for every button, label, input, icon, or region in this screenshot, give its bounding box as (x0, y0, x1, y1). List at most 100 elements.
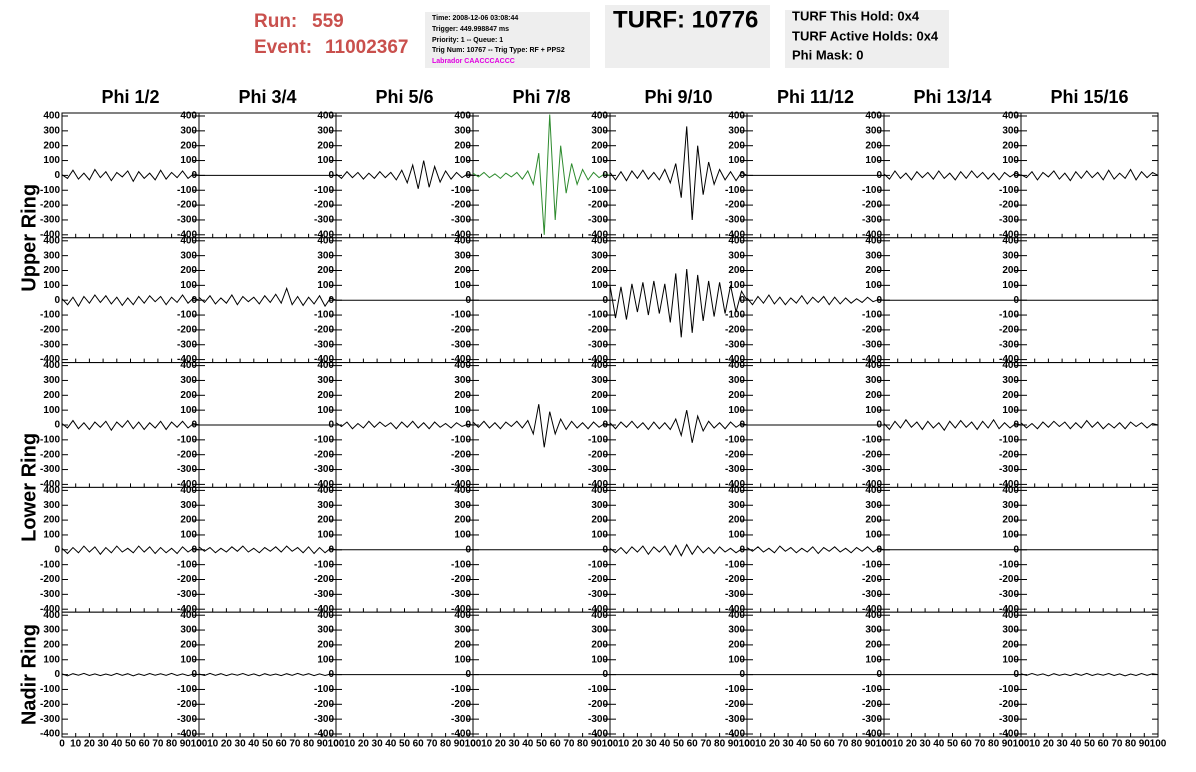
y-tick-label: -100 (451, 434, 471, 445)
x-tick-label: 80 (440, 739, 452, 750)
panel-frame (609, 112, 748, 239)
x-tick-label: 20 (221, 739, 233, 750)
y-tick-label: 400 (454, 235, 471, 246)
y-tick-label: 400 (591, 235, 608, 246)
panel (609, 486, 748, 613)
y-tick-label: 400 (180, 485, 197, 496)
x-tick-label: 30 (783, 739, 795, 750)
y-tick-label: 300 (454, 375, 471, 386)
y-tick-label: -100 (314, 434, 334, 445)
x-tick-label: 10 (481, 739, 493, 750)
run-label: Run: (254, 11, 297, 32)
row-title: Lower Ring (18, 433, 40, 542)
y-tick-label: -400 (725, 729, 745, 740)
y-tick-label: 200 (1002, 140, 1019, 151)
y-tick-label: -400 (451, 729, 471, 740)
column-title: Phi 13/14 (913, 87, 991, 107)
y-tick-label: 200 (728, 640, 745, 651)
y-tick-label: -100 (40, 310, 60, 321)
y-tick-label: 100 (728, 654, 745, 665)
y-tick-label: 300 (454, 250, 471, 261)
x-tick-label: 50 (1084, 739, 1096, 750)
y-tick-label: -400 (588, 354, 608, 365)
x-tick-label: 40 (1070, 739, 1082, 750)
column-title: Phi 9/10 (644, 87, 712, 107)
y-tick-label: 100 (43, 405, 60, 416)
waveform (609, 268, 748, 338)
y-tick-label: -200 (40, 699, 60, 710)
y-tick-label: -400 (725, 479, 745, 490)
panel (472, 237, 611, 364)
y-tick-label: -100 (588, 684, 608, 695)
y-tick-label: -100 (177, 310, 197, 321)
x-tick-label: 90 (1139, 739, 1151, 750)
y-tick-label: 0 (1013, 669, 1019, 680)
y-tick-label: 300 (728, 250, 745, 261)
y-tick-label: -400 (40, 604, 60, 615)
y-tick-label: -400 (177, 229, 197, 240)
y-tick-label: -400 (177, 354, 197, 365)
y-tick-label: 100 (454, 155, 471, 166)
y-tick-label: 100 (43, 155, 60, 166)
waveform (61, 419, 200, 432)
x-tick-label: 10 (1029, 739, 1041, 750)
y-tick-label: 0 (191, 170, 197, 181)
y-tick-label: -200 (999, 699, 1019, 710)
y-tick-label: 0 (602, 669, 608, 680)
y-tick-label: 0 (465, 170, 471, 181)
y-tick-label: -200 (451, 574, 471, 585)
y-tick-label: -100 (177, 185, 197, 196)
y-tick-label: -400 (862, 229, 882, 240)
x-tick-label: 40 (796, 739, 808, 750)
y-tick-label: -400 (40, 229, 60, 240)
y-tick-label: -300 (314, 714, 334, 725)
x-tick-label: 70 (700, 739, 712, 750)
y-tick-label: 200 (728, 265, 745, 276)
y-tick-label: 300 (43, 500, 60, 511)
y-tick-label: -300 (177, 464, 197, 475)
info-line: Time: 2008-12-06 03:08:44 (432, 15, 518, 22)
y-tick-label: 200 (1002, 390, 1019, 401)
x-tick-label: 80 (303, 739, 315, 750)
y-tick-label: 100 (591, 155, 608, 166)
y-tick-label: -300 (999, 215, 1019, 226)
y-tick-label: 400 (43, 360, 60, 371)
y-tick-label: 100 (1002, 280, 1019, 291)
y-tick-label: -300 (588, 714, 608, 725)
x-tick-label: 60 (413, 739, 425, 750)
y-tick-label: -400 (177, 479, 197, 490)
y-tick-label: -200 (999, 200, 1019, 211)
y-tick-label: -200 (177, 699, 197, 710)
panel (883, 237, 1022, 364)
y-tick-label: 200 (43, 140, 60, 151)
panel (1020, 237, 1159, 364)
y-tick-label: 100 (454, 280, 471, 291)
panel-frame (472, 112, 611, 239)
panel (746, 611, 885, 738)
y-tick-label: -300 (862, 339, 882, 350)
y-tick-label: -200 (725, 449, 745, 460)
x-tick-label: 70 (426, 739, 438, 750)
y-tick-label: 200 (43, 390, 60, 401)
panel (472, 611, 611, 738)
y-tick-label: 300 (1002, 125, 1019, 136)
panel (472, 486, 611, 613)
y-tick-label: -400 (588, 229, 608, 240)
y-tick-label: 200 (591, 390, 608, 401)
y-tick-label: 200 (180, 515, 197, 526)
y-tick-label: -400 (999, 354, 1019, 365)
waveform (472, 114, 611, 235)
y-tick-label: 0 (191, 420, 197, 431)
waveform (1020, 672, 1159, 677)
y-tick-label: -100 (725, 185, 745, 196)
x-tick-label: 30 (1057, 739, 1069, 750)
x-tick-label: 70 (152, 739, 164, 750)
y-tick-label: 300 (865, 500, 882, 511)
y-tick-label: 400 (865, 485, 882, 496)
y-tick-label: 400 (865, 111, 882, 122)
waveform (198, 286, 337, 308)
x-tick-label: 40 (659, 739, 671, 750)
panel (335, 611, 474, 738)
y-tick-label: 300 (728, 375, 745, 386)
y-tick-label: 0 (1013, 295, 1019, 306)
